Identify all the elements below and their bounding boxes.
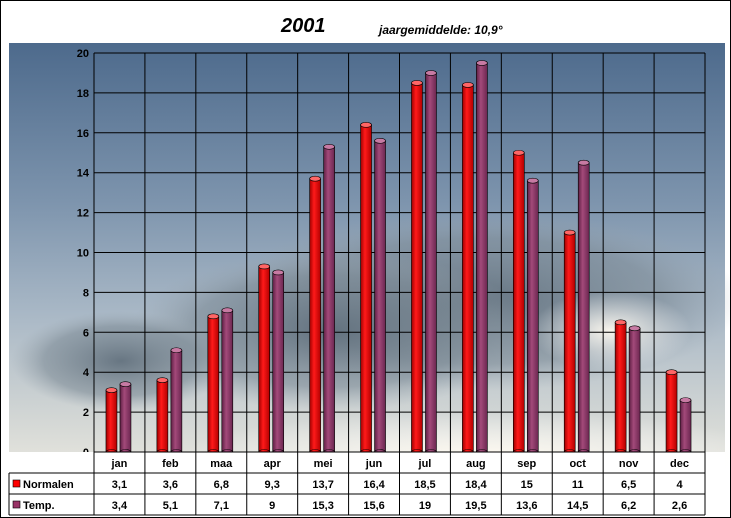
legend-swatch: [12, 500, 21, 509]
y-tick-label: 4: [83, 367, 90, 379]
data-label: 7,1: [214, 500, 229, 512]
data-label: 19,5: [465, 500, 486, 512]
bar-normalen-maa: [207, 313, 220, 455]
bar-normalen-oct: [563, 229, 576, 455]
data-label: 16,4: [363, 479, 385, 491]
y-axis: 02468101214161820: [77, 48, 90, 459]
y-tick-label: 18: [77, 88, 89, 100]
data-label: 15,3: [312, 500, 333, 512]
grid-lines: [93, 52, 706, 453]
y-tick-label: 6: [83, 327, 89, 339]
data-label: 5,1: [163, 500, 178, 512]
data-label: 3,1: [112, 479, 127, 491]
data-label: 15,6: [363, 500, 384, 512]
data-label: 6,2: [621, 500, 636, 512]
y-tick-label: 14: [77, 168, 90, 180]
chart-subtitle: jaargemiddelde: 10,9°: [379, 23, 503, 37]
y-tick-label: 16: [77, 128, 89, 140]
x-tick-label: jul: [418, 458, 432, 470]
bar-temp-oct: [577, 159, 590, 455]
x-tick-label: dec: [670, 458, 689, 470]
chart-title: 2001: [281, 15, 326, 37]
x-tick-label: mei: [314, 458, 333, 470]
data-label: 18,4: [465, 479, 487, 491]
bar-temp-aug: [476, 60, 488, 455]
bar-temp-dec: [679, 397, 692, 455]
legend-label: Normalen: [23, 479, 74, 491]
y-tick-label: 10: [77, 248, 89, 260]
x-tick-label: apr: [264, 458, 282, 470]
bar-temp-nov: [628, 325, 641, 455]
bar-temp-maa: [221, 307, 234, 455]
y-tick-label: 2: [83, 407, 89, 419]
data-label: 6,8: [214, 479, 229, 491]
bar-normalen-sep: [512, 149, 525, 455]
legend-swatch: [12, 479, 21, 488]
bar-temp-mei: [323, 143, 335, 455]
legend-label: Temp.: [23, 500, 55, 512]
x-tick-label: nov: [619, 458, 639, 470]
data-label: 13,6: [516, 500, 537, 512]
data-label: 11: [572, 479, 584, 491]
bar-normalen-feb: [156, 377, 169, 455]
data-table: jan feb maa apr mei jun jul aug sep oct nov dec Norm…: [8, 451, 725, 516]
data-label: 3,6: [163, 479, 178, 491]
data-label: 15: [521, 479, 533, 491]
bar-temp-feb: [170, 347, 183, 455]
bar-normalen-apr: [258, 263, 271, 455]
x-tick-label: sep: [517, 458, 536, 470]
y-tick-label: 20: [77, 48, 89, 60]
x-tick-label: maa: [210, 458, 233, 470]
bar-normalen-mei: [309, 175, 321, 455]
data-label: 6,5: [621, 479, 636, 491]
bar-normalen-aug: [462, 82, 474, 455]
bar-series: [105, 60, 692, 455]
bar-temp-jun: [374, 137, 386, 455]
data-label: 19: [419, 500, 431, 512]
bar-normalen-dec: [665, 369, 678, 455]
data-label: 4: [676, 479, 683, 491]
data-label: 9,3: [265, 479, 280, 491]
data-label: 14,5: [567, 500, 588, 512]
x-tick-label: jun: [365, 458, 383, 470]
table-background: [9, 452, 725, 515]
data-label: 2,6: [672, 500, 687, 512]
bar-normalen-nov: [614, 319, 627, 455]
data-label: 13,7: [312, 479, 333, 491]
bar-temp-sep: [526, 177, 539, 455]
bar-temp-apr: [272, 269, 285, 455]
bar-temp-jul: [425, 70, 437, 455]
y-tick-label: 8: [83, 287, 89, 299]
x-tick-label: aug: [466, 458, 486, 470]
x-tick-label: feb: [162, 458, 179, 470]
bar-normalen-jan: [105, 387, 118, 455]
bar-normalen-jun: [360, 122, 372, 455]
data-label: 9: [269, 500, 275, 512]
data-label: 18,5: [414, 479, 435, 491]
x-tick-label: jan: [111, 458, 128, 470]
bar-temp-jan: [119, 381, 132, 455]
data-label: 3,4: [112, 500, 128, 512]
y-tick-label: 12: [77, 208, 89, 220]
x-tick-label: oct: [569, 458, 586, 470]
bar-normalen-jul: [411, 80, 423, 455]
